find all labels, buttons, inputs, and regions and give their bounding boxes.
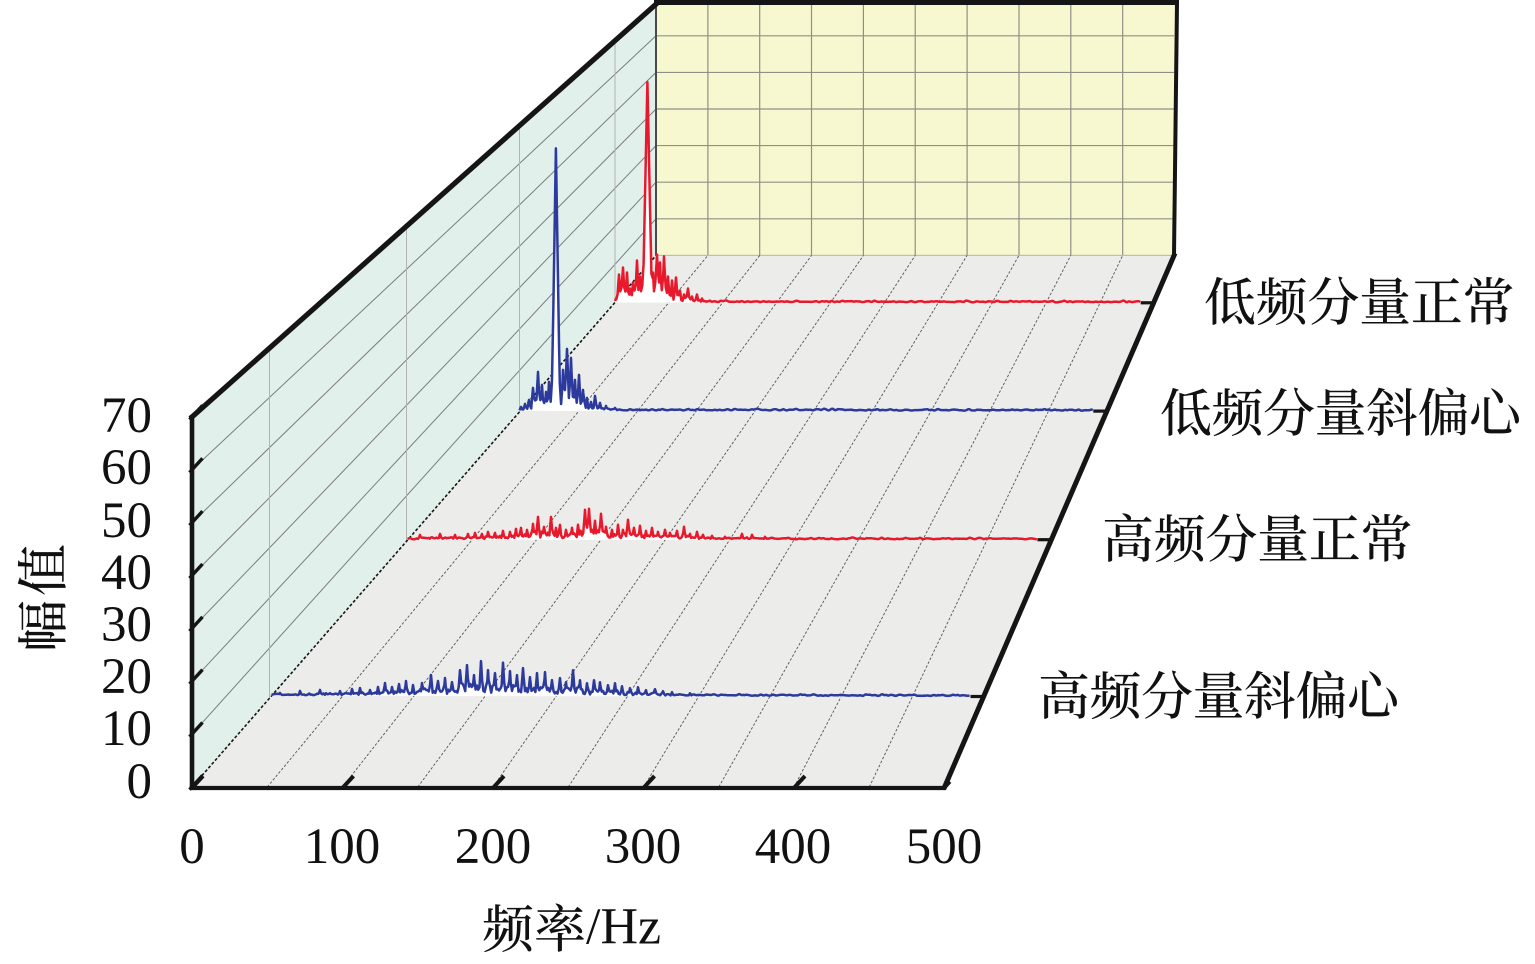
svg-text:30: 30 — [101, 597, 152, 653]
svg-text:200: 200 — [455, 819, 532, 875]
svg-text:300: 300 — [605, 819, 682, 875]
svg-text:70: 70 — [101, 388, 152, 444]
svg-text:20: 20 — [101, 649, 152, 705]
svg-text:500: 500 — [906, 819, 983, 875]
svg-text:60: 60 — [101, 440, 152, 496]
svg-text:10: 10 — [101, 701, 152, 757]
svg-text:0: 0 — [179, 819, 205, 875]
svg-text:0: 0 — [127, 754, 153, 810]
svg-text:/Hz: /Hz — [586, 899, 661, 956]
svg-text:40: 40 — [101, 545, 152, 601]
svg-text:50: 50 — [101, 493, 152, 549]
svg-text:100: 100 — [304, 819, 381, 875]
svg-text:400: 400 — [755, 819, 832, 875]
